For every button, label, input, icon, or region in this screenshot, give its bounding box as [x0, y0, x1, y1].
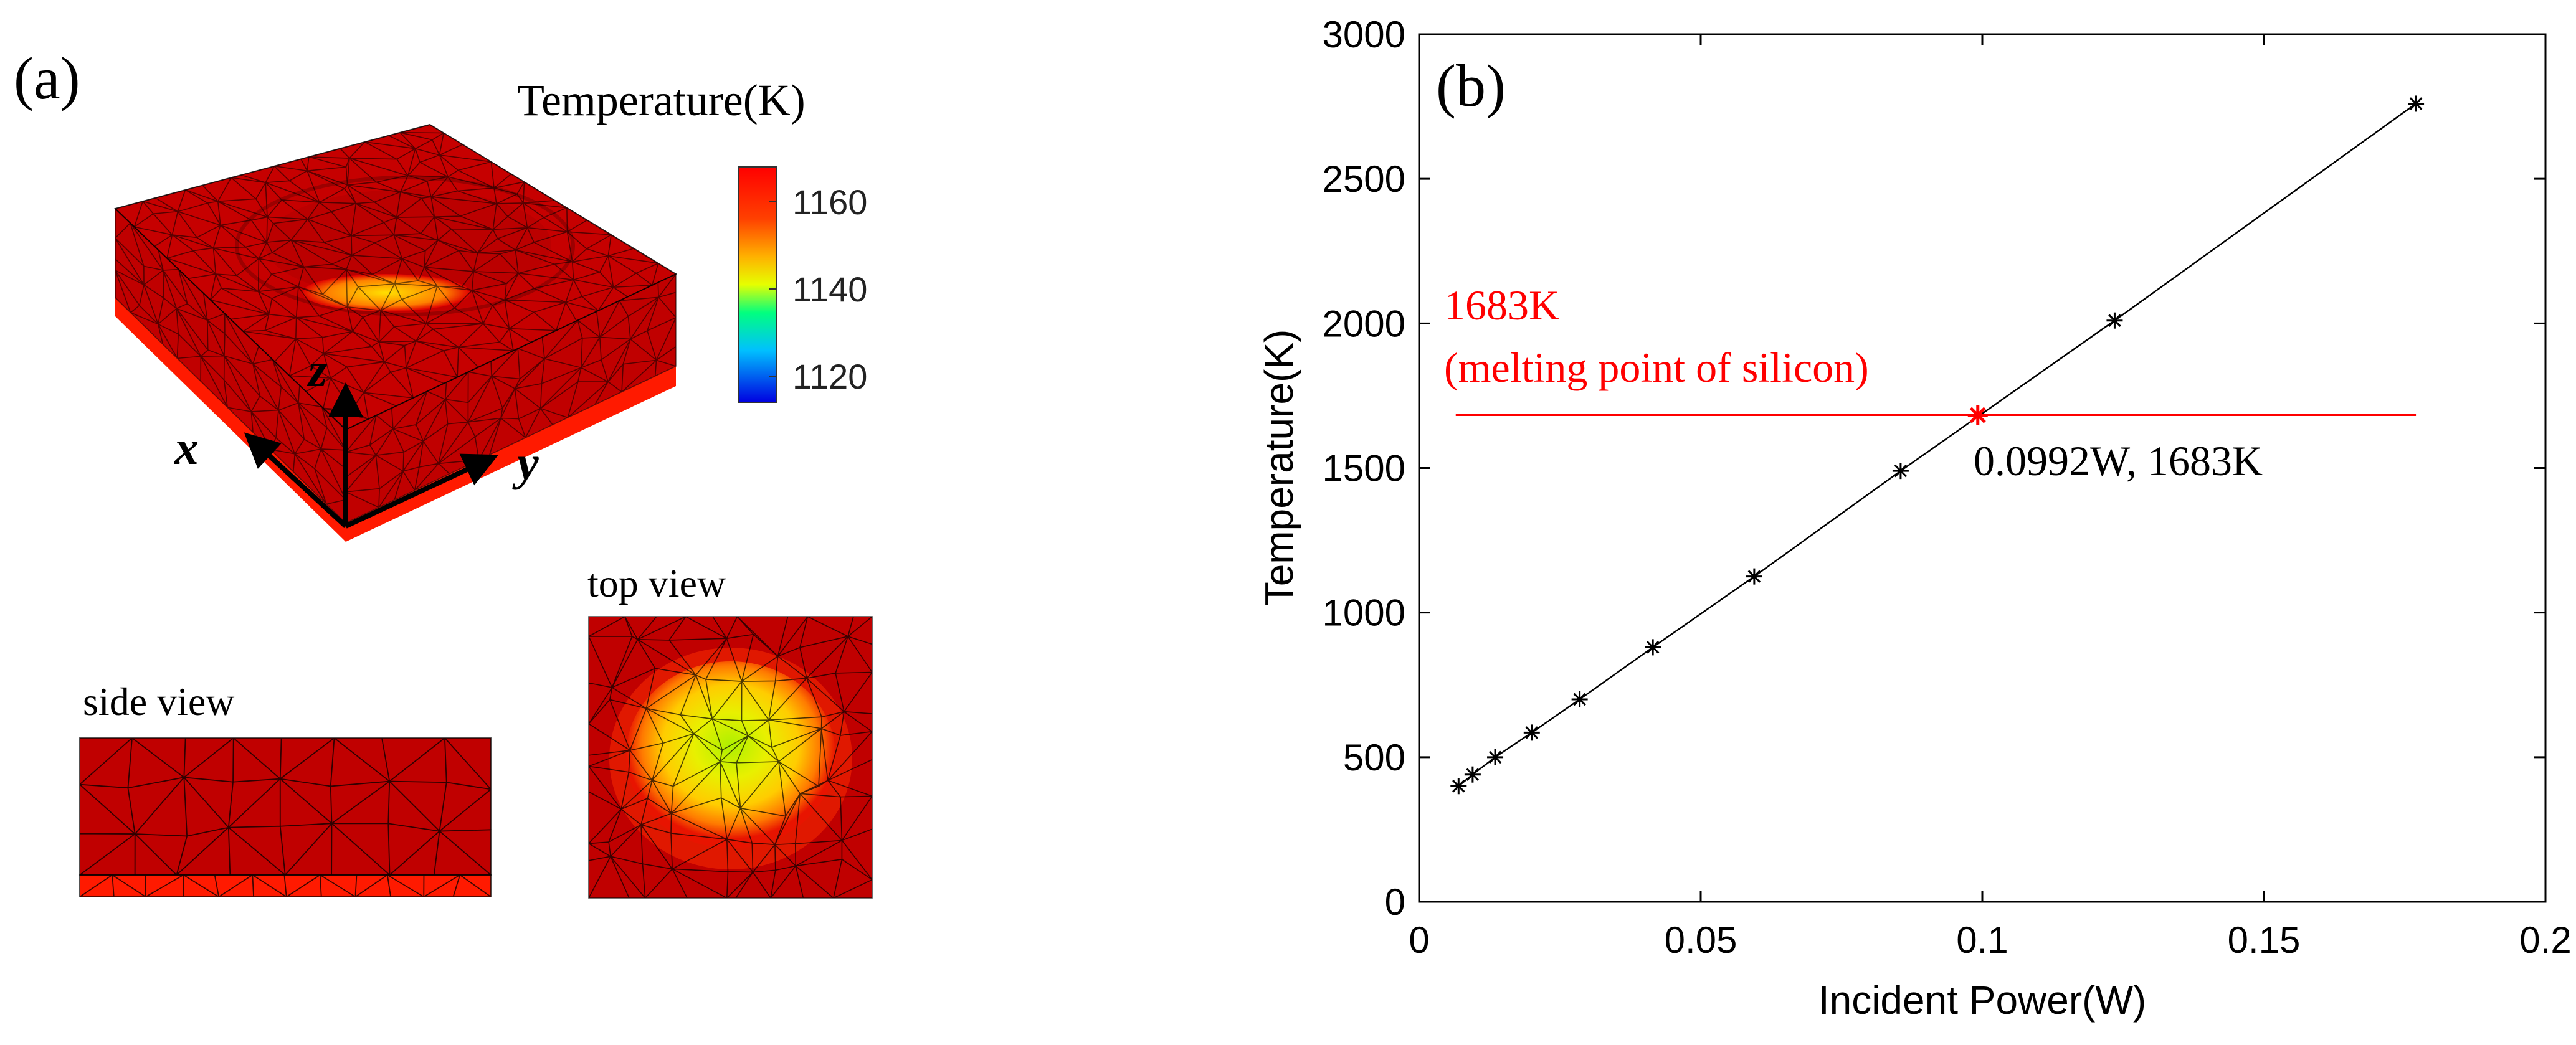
y-tick-label: 2000: [1323, 303, 1405, 344]
data-point: [1464, 766, 1481, 783]
block-left-face: [115, 209, 346, 523]
data-point: [2106, 312, 2123, 329]
data-point: [1450, 778, 1467, 795]
x-tick-label: 0.2: [2519, 919, 2571, 961]
colorbar-gradient: [738, 166, 777, 403]
x-tick-label: 0.1: [1956, 919, 2008, 961]
x-axis-ticks: 0 0.05 0.1 0.15 0.2: [1409, 34, 2572, 961]
top-view-hot-spot: [626, 661, 835, 848]
colorbar-ticks: 1160 1140 1120: [769, 182, 867, 396]
panel-b-label: (b): [1436, 52, 1506, 119]
side-view: side view: [79, 679, 492, 897]
side-view-body: [80, 738, 491, 897]
data-point: [1746, 568, 1762, 585]
x-axis-label: x: [174, 420, 199, 475]
top-view: top view: [587, 561, 873, 899]
mesh-block-3d: [114, 123, 678, 542]
y-axis-label: y: [512, 436, 539, 490]
side-view-label: side view: [83, 679, 235, 724]
panel-a: (a) z x y: [14, 45, 873, 899]
mesh-lines-3d: [114, 124, 677, 524]
colorbar-tick-label: 1120: [792, 357, 867, 396]
block-right-face: [346, 274, 676, 523]
colorbar-tick-label: 1160: [792, 182, 867, 222]
x-axis-title: Incident Power(W): [1818, 978, 2146, 1023]
y-tick-label: 500: [1343, 737, 1405, 778]
y-tick-label: 3000: [1323, 14, 1405, 55]
top-view-mesh: [588, 616, 873, 899]
panel-a-label: (a): [14, 45, 80, 111]
highlight-point-label: 0.0992W, 1683K: [1974, 437, 2263, 485]
z-axis-label: z: [307, 343, 328, 397]
data-point: [1571, 691, 1588, 707]
x-tick-label: 0: [1409, 919, 1429, 961]
y-tick-label: 2500: [1323, 158, 1405, 200]
block-outline-top: [114, 123, 678, 431]
x-tick-label: 0.15: [2228, 919, 2301, 961]
data-point: [1523, 724, 1540, 741]
colorbar-title: Temperature(K): [517, 75, 806, 125]
panel-b: (b) 0 0.05 0.1 0.15 0.2 0 500 1000 1500 2000 2500…: [1257, 14, 2572, 1023]
y-axis-title: Temperature(K): [1257, 329, 1301, 607]
data-point: [2408, 95, 2425, 112]
melting-label-desc: (melting point of silicon): [1444, 344, 1869, 391]
top-view-label: top view: [587, 561, 726, 605]
hot-spot-3d: [302, 274, 470, 311]
data-point: [1892, 463, 1909, 480]
x-axis-arrow: [244, 432, 348, 528]
melting-label-temp: 1683K: [1444, 281, 1559, 329]
x-tick-label: 0.05: [1665, 919, 1737, 961]
highlight-point: [1967, 405, 1988, 425]
ring-groove: [235, 176, 575, 316]
axes-3d: z x y: [174, 343, 539, 529]
melting-point-marker: [1967, 405, 1988, 425]
side-view-mesh: [79, 737, 492, 897]
colorbar-tick-label: 1140: [792, 270, 867, 309]
data-point: [1487, 749, 1504, 765]
series-line: [1458, 103, 2417, 787]
y-tick-label: 0: [1385, 881, 1405, 923]
data-point: [1645, 639, 1661, 656]
y-tick-label: 1500: [1323, 448, 1405, 489]
y-tick-label: 1000: [1323, 592, 1405, 634]
y-axis-arrow: [345, 453, 499, 529]
series-markers: [1450, 95, 2425, 795]
y-axis-ticks: 0 500 1000 1500 2000 2500 3000: [1323, 14, 2545, 923]
colorbar: Temperature(K) 1160 1140 1120: [517, 75, 867, 403]
